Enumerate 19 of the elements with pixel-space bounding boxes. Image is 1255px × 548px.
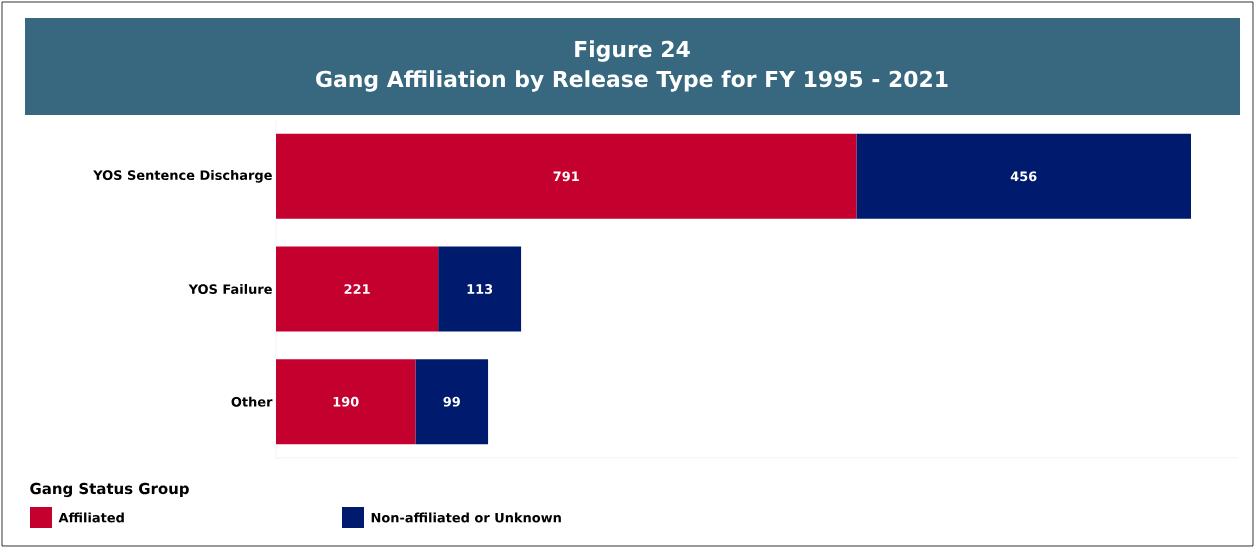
- bar: [415, 359, 489, 445]
- legend-label: Non-affiliated or Unknown: [371, 512, 561, 523]
- bar: [438, 246, 522, 332]
- legend-title: Gang Status Group: [30, 482, 189, 498]
- y-tick-label: YOS Failure: [188, 283, 272, 295]
- legend-label: Affiliated: [58, 512, 124, 523]
- y-tick-label: Other: [231, 396, 273, 407]
- data-label: 221: [344, 284, 370, 294]
- bar: [276, 133, 857, 219]
- bar: [276, 246, 439, 332]
- chart-title: Figure 24 Gang Affiliation by Release Type for FY 1995 - 2021: [316, 40, 948, 92]
- data-label: 456: [1010, 171, 1037, 182]
- bar: [276, 359, 416, 445]
- data-label: 190: [333, 396, 359, 407]
- data-label: 99: [443, 396, 460, 407]
- bar: [856, 133, 1192, 219]
- data-label: 113: [467, 284, 493, 294]
- data-label: 791: [553, 171, 579, 182]
- y-tick-label: YOS Sentence Discharge: [93, 170, 272, 183]
